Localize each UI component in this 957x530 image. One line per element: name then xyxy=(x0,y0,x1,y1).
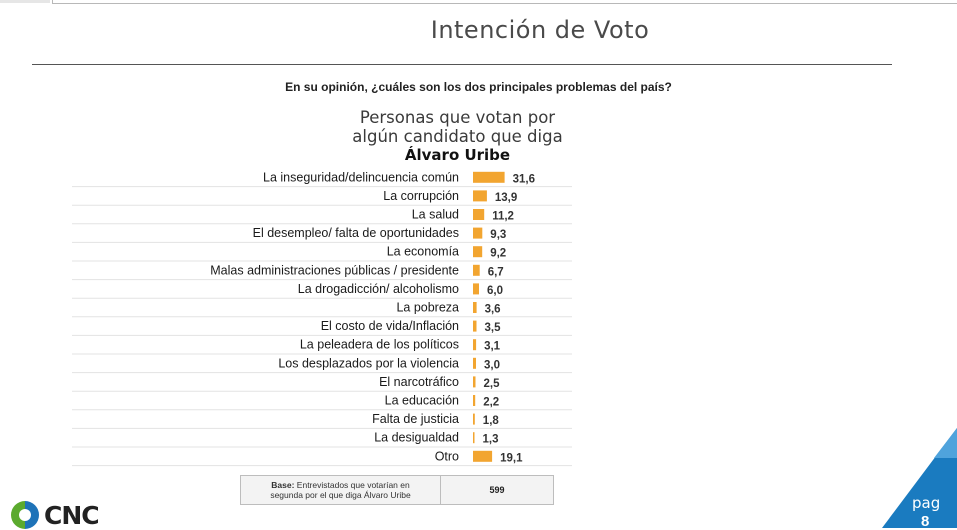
category-label: Falta de justicia xyxy=(372,412,459,426)
slide-title: Intención de Voto xyxy=(430,16,650,44)
bar xyxy=(473,320,477,332)
logo-right-half xyxy=(25,501,39,529)
value-label: 6,0 xyxy=(487,285,503,297)
bar xyxy=(473,432,475,444)
value-label: 6,7 xyxy=(488,266,504,278)
chart-subtitle: Personas que votan por algún candidato q… xyxy=(330,108,585,146)
bar xyxy=(473,190,487,202)
category-label: Los desplazados por la violencia xyxy=(278,356,459,370)
page-label: pag xyxy=(912,494,941,512)
bar xyxy=(473,395,476,406)
category-label: El desempleo/ falta de oportunidades xyxy=(253,226,459,240)
category-label: Malas administraciones públicas / presid… xyxy=(210,263,459,277)
base-label-line2: segunda por el que diga Álvaro Uribe xyxy=(270,490,411,500)
bar xyxy=(473,171,505,183)
value-label: 3,5 xyxy=(485,322,502,334)
bar xyxy=(473,302,477,313)
category-label: La pobreza xyxy=(396,301,459,315)
category-label: El costo de vida/Inflación xyxy=(321,319,459,333)
survey-question: En su opinión, ¿cuáles son los dos princ… xyxy=(285,80,672,94)
bar xyxy=(473,357,476,369)
bar xyxy=(473,264,480,276)
value-label: 19,1 xyxy=(500,452,523,464)
cnc-logo-icon xyxy=(11,501,39,529)
cnc-logo: CNC xyxy=(10,500,100,530)
category-label: Otro xyxy=(435,449,459,463)
base-table: Base: Entrevistados que votarían en segu… xyxy=(240,475,554,505)
corner-accent xyxy=(882,428,957,528)
subtitle-line-1: Personas que votan por xyxy=(359,108,556,127)
value-label: 3,1 xyxy=(484,341,501,353)
category-label: La desigualdad xyxy=(374,431,459,445)
bar xyxy=(473,283,479,295)
bar xyxy=(473,339,477,351)
top-left-tab xyxy=(0,0,50,3)
category-label: La peleadera de los políticos xyxy=(300,338,459,352)
bar xyxy=(473,209,485,220)
base-label: Base: Entrevistados que votarían en segu… xyxy=(241,476,441,504)
bar xyxy=(473,246,483,258)
bar xyxy=(473,450,493,462)
category-label: La inseguridad/delincuencia común xyxy=(263,170,459,184)
category-label: La salud xyxy=(412,208,459,222)
header-rule xyxy=(52,3,957,4)
value-label: 13,9 xyxy=(495,192,517,204)
value-label: 9,2 xyxy=(490,248,506,260)
value-label: 1,3 xyxy=(483,434,499,446)
value-label: 31,6 xyxy=(513,173,535,185)
category-label: La economía xyxy=(387,245,459,259)
value-label: 3,0 xyxy=(484,359,500,371)
page-number: 8 xyxy=(921,513,930,530)
value-label: 9,3 xyxy=(490,229,506,241)
candidate-name: Álvaro Uribe xyxy=(404,146,511,164)
value-label: 11,2 xyxy=(492,211,514,223)
bar xyxy=(473,413,475,425)
category-label: La educación xyxy=(385,394,459,408)
subtitle-line-2: algún candidato que diga xyxy=(352,127,563,146)
value-label: 1,8 xyxy=(483,415,500,427)
header-tick xyxy=(52,0,53,4)
bar xyxy=(473,227,483,239)
bar xyxy=(473,376,476,388)
base-label-bold: Base: xyxy=(271,480,295,490)
value-label: 3,6 xyxy=(485,304,501,316)
base-value: 599 xyxy=(489,485,505,495)
value-label: 2,2 xyxy=(483,397,499,409)
category-label: La corrupción xyxy=(383,189,459,203)
logo-left-half xyxy=(11,501,25,529)
category-label: La drogadicción/ alcoholismo xyxy=(298,282,459,296)
title-divider xyxy=(32,64,892,65)
logo-text: CNC xyxy=(44,500,100,530)
base-label-line1: Entrevistados que votarían en xyxy=(296,480,410,490)
value-label: 2,5 xyxy=(484,378,501,390)
category-label: El narcotráfico xyxy=(379,375,459,389)
